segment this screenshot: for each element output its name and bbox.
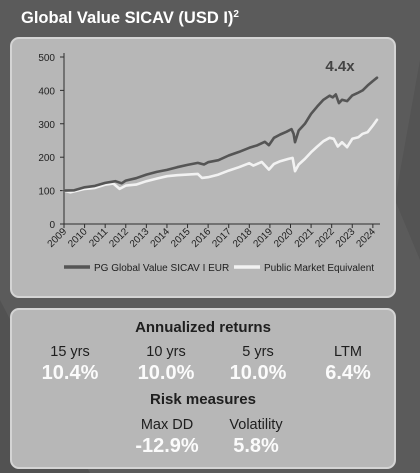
chart-panel: 0 100 200 300 400 500 2009 2010 2011 2012 2013 2014… (10, 37, 396, 298)
x-tick-label: 2023 (334, 226, 358, 250)
page-title: Global Value SICAV (USD I)2 (21, 9, 239, 27)
x-tick-label: 2017 (210, 226, 234, 250)
x-tick-label: 2011 (87, 226, 110, 249)
legend-label-pg-global-value: PG Global Value SICAV I EUR (94, 263, 229, 274)
legend-label-public-market-equivalent: Public Market Equivalent (264, 263, 374, 274)
x-tick-label: 2012 (107, 226, 131, 250)
return-label: 15 yrs (50, 344, 90, 360)
risk-label: Max DD (140, 417, 194, 433)
return-10yrs: 10 yrs 10.0% (124, 343, 208, 385)
x-tick-label: 2013 (128, 226, 152, 250)
y-tick-label: 100 (38, 187, 55, 198)
annualized-returns-heading: Annualized returns (135, 319, 271, 336)
multiple-annotation: 4.4x (325, 58, 355, 75)
x-tick-label: 2010 (66, 226, 90, 250)
return-label: 10 yrs (146, 344, 186, 360)
return-5yrs: 5 yrs 10.0% (216, 343, 300, 385)
risk-label: Volatility (229, 417, 283, 433)
y-tick-label: 500 (38, 53, 55, 64)
returns-panel: Annualized returns 15 yrs 10.4% 10 yrs 1… (10, 308, 396, 469)
return-value: 10.0% (229, 362, 287, 384)
return-value: 10.4% (41, 362, 99, 384)
y-tick-label: 0 (49, 220, 55, 231)
x-tick-label: 2022 (313, 226, 337, 250)
risk-value: -12.9% (135, 435, 199, 457)
risk-max-dd: Max DD -12.9% (125, 416, 209, 458)
return-value: 10.0% (137, 362, 195, 384)
return-ltm: LTM 6.4% (306, 343, 390, 385)
y-tick-label: 400 (38, 86, 55, 97)
return-label: LTM (334, 344, 362, 360)
return-value: 6.4% (325, 362, 371, 384)
x-tick-label: 2018 (231, 226, 255, 250)
x-tick-label: 2014 (149, 226, 173, 250)
x-tick-label: 2015 (169, 226, 193, 250)
x-tick-label: 2020 (272, 226, 296, 250)
line-chart: 0100200300400500200920102011201220132014… (38, 53, 380, 274)
return-15yrs: 15 yrs 10.4% (28, 343, 112, 385)
risk-volatility: Volatility 5.8% (214, 416, 298, 458)
return-label: 5 yrs (242, 344, 274, 360)
risk-measures-heading: Risk measures (150, 391, 256, 408)
y-tick-label: 200 (38, 153, 55, 164)
x-tick-label: 2019 (252, 226, 276, 250)
series-line-pg-global-value (62, 76, 379, 192)
series-line-public-market-equivalent (62, 118, 379, 194)
x-tick-label: 2016 (190, 226, 214, 250)
x-tick-label: 2024 (354, 226, 378, 250)
y-tick-label: 300 (38, 120, 55, 131)
risk-value: 5.8% (233, 435, 279, 457)
x-tick-label: 2021 (293, 226, 317, 250)
